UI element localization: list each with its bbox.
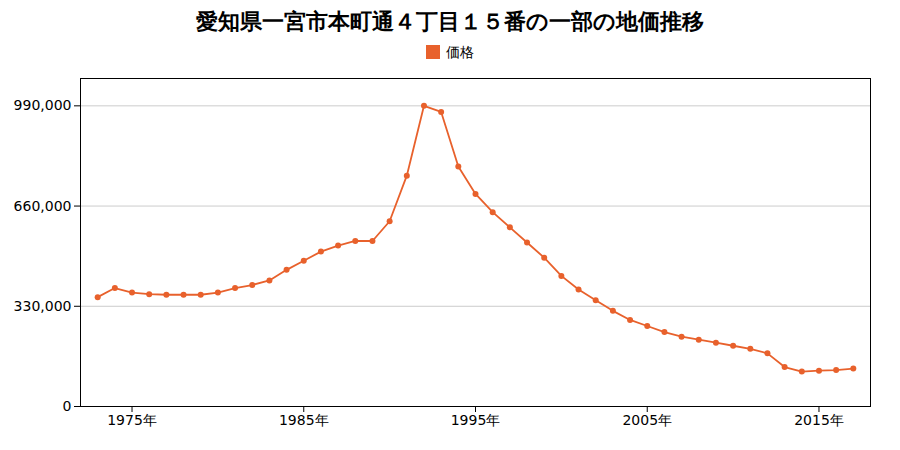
svg-text:330,000: 330,000 xyxy=(14,298,72,314)
svg-text:2015年: 2015年 xyxy=(794,412,844,428)
svg-text:0: 0 xyxy=(63,398,72,414)
svg-text:660,000: 660,000 xyxy=(14,198,72,214)
svg-text:1985年: 1985年 xyxy=(279,412,329,428)
html-text:価格: 価格 xyxy=(446,44,474,60)
svg-text:990,000: 990,000 xyxy=(14,97,72,113)
html-text:愛知県一宮市本町通４丁目１５番の一部の地価推移: 愛知県一宮市本町通４丁目１５番の一部の地価推移 xyxy=(196,9,704,34)
svg-text:1975年: 1975年 xyxy=(107,412,157,428)
svg-text:2005年: 2005年 xyxy=(622,412,672,428)
svg-text:1995年: 1995年 xyxy=(451,412,501,428)
